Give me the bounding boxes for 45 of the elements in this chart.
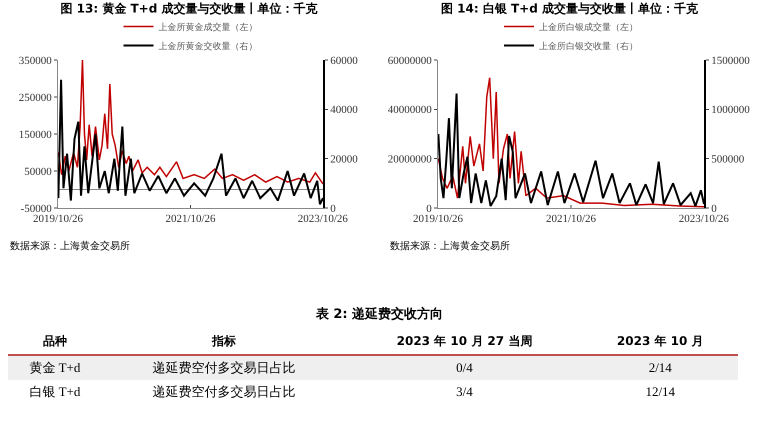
- category-label: 指标: [102, 329, 346, 355]
- y2-tick-label: 60000: [330, 54, 358, 67]
- x-tick-label: 2019/10/26: [32, 213, 84, 226]
- y2-tick-label: 1500000: [711, 54, 750, 67]
- legend-label: 上金所黄金成交量（左）: [158, 22, 258, 34]
- y-tick-label: 40000000: [388, 104, 432, 116]
- category-label: 2023 年 10 月: [582, 329, 738, 355]
- y-tick-label: 60000000: [388, 54, 432, 67]
- y-tick-label: 150000: [18, 128, 52, 141]
- y-tick-label: 0: [426, 202, 432, 215]
- y2-tick-label: 0: [711, 202, 718, 215]
- y2-tick-label: 40000: [330, 104, 358, 116]
- y2-tick-label: 0: [330, 202, 336, 215]
- source-note: 数据来源：上海黄金交易所: [390, 240, 510, 252]
- category-label: 2023 年 10 月 27 当周: [346, 329, 582, 355]
- legend-label: 上金所白银交收量（右）: [539, 41, 638, 52]
- legend-label: 上金所黄金交收量（右）: [158, 41, 258, 52]
- y2-tick-label: 500000: [711, 154, 745, 166]
- line-series: [58, 60, 323, 185]
- text: 0/4: [456, 360, 473, 375]
- text: 表 2: 递延费交收方向: [314, 306, 444, 323]
- category-label: 黄金 T+d: [29, 360, 80, 375]
- legend-label: 上金所白银成交量（左）: [539, 22, 638, 34]
- y-tick-label: -50000: [20, 202, 52, 215]
- y-tick-label: 20000000: [388, 154, 432, 166]
- x-tick-label: 2023/10/26: [298, 213, 348, 226]
- y2-tick-label: 1000000: [711, 104, 750, 116]
- x-tick-label: 2021/10/26: [546, 213, 597, 226]
- source-note: 数据来源：上海黄金交易所: [10, 240, 130, 252]
- x-tick-label: 2019/10/26: [412, 213, 464, 226]
- x-tick-label: 2023/10/26: [678, 213, 730, 226]
- text: 2/14: [648, 360, 672, 375]
- text: 3/4: [456, 384, 473, 399]
- y-tick-label: 350000: [18, 54, 52, 67]
- chart-title: 图 13: 黄金 T+d 成交量与交收量丨单位：千克: [60, 1, 319, 16]
- category-label: 品种: [8, 329, 102, 355]
- text: 递延费空付多交易日占比: [152, 384, 296, 399]
- chart-title: 图 14: 白银 T+d 成交量与交收量丨单位：千克: [440, 1, 700, 16]
- category-label: 白银 T+d: [29, 384, 80, 399]
- y2-tick-label: 20000: [330, 154, 358, 166]
- x-tick-label: 2021/10/26: [165, 213, 216, 226]
- text: 12/14: [645, 384, 676, 399]
- y-tick-label: 250000: [18, 92, 52, 104]
- text: 递延费空付多交易日占比: [152, 360, 296, 375]
- y-tick-label: 50000: [24, 166, 52, 178]
